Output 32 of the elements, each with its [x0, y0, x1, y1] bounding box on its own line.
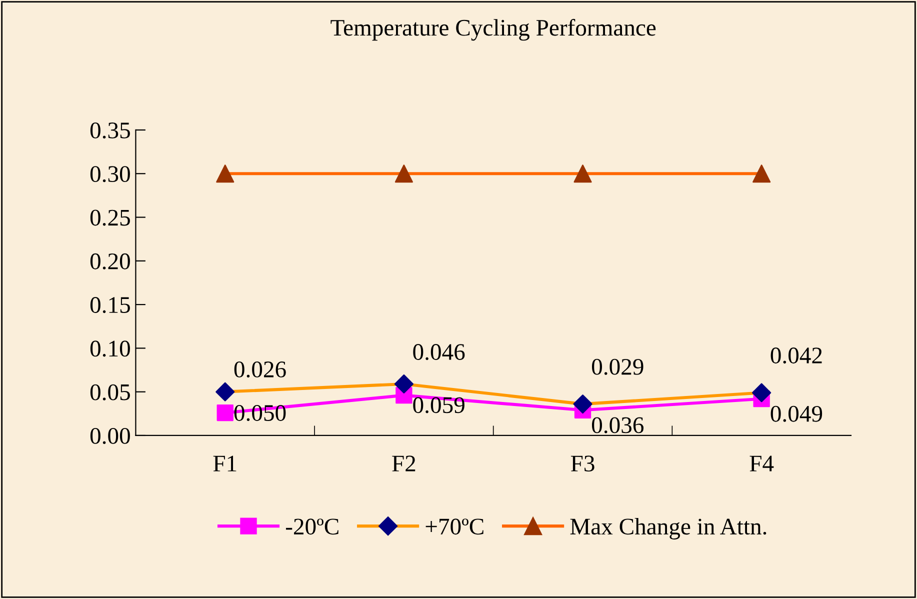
legend-label: -20ºC	[286, 518, 338, 535]
legend-label: +70ºC	[426, 518, 484, 535]
data-label: 0.049	[770, 406, 822, 422]
data-label: 0.029	[592, 358, 644, 375]
y-tick-label: 0.15	[90, 297, 130, 314]
point	[216, 382, 235, 402]
data-label: 0.026	[234, 361, 286, 378]
y-tick-label: 0.00	[90, 428, 130, 444]
chart-title: Temperature Cycling Performance	[330, 18, 656, 41]
y-tick-label: 0.05	[90, 384, 130, 400]
x-tick-label: F1	[213, 456, 236, 472]
data-label: 0.042	[770, 348, 822, 364]
point	[574, 164, 592, 183]
y-tick-label: 0.35	[90, 122, 130, 139]
point	[752, 383, 772, 402]
point	[752, 164, 771, 183]
x-tick-label: F2	[392, 456, 416, 472]
y-tick-label: 0.20	[90, 253, 130, 270]
point	[394, 374, 414, 394]
point	[216, 404, 234, 422]
point	[573, 394, 592, 414]
point	[394, 164, 413, 183]
legend-label: Max Change in Attn.	[570, 518, 766, 540]
y-tick-label: 0.25	[90, 210, 130, 226]
data-label: 0.046	[413, 344, 465, 360]
y-tick-label: 0.30	[90, 166, 130, 182]
x-tick-label: F4	[750, 456, 774, 472]
point	[216, 164, 234, 183]
data-label: 0.036	[592, 417, 644, 434]
y-tick-label: 0.10	[90, 340, 130, 357]
data-label: 0.059	[413, 397, 464, 414]
x-tick-label: F3	[570, 456, 594, 472]
